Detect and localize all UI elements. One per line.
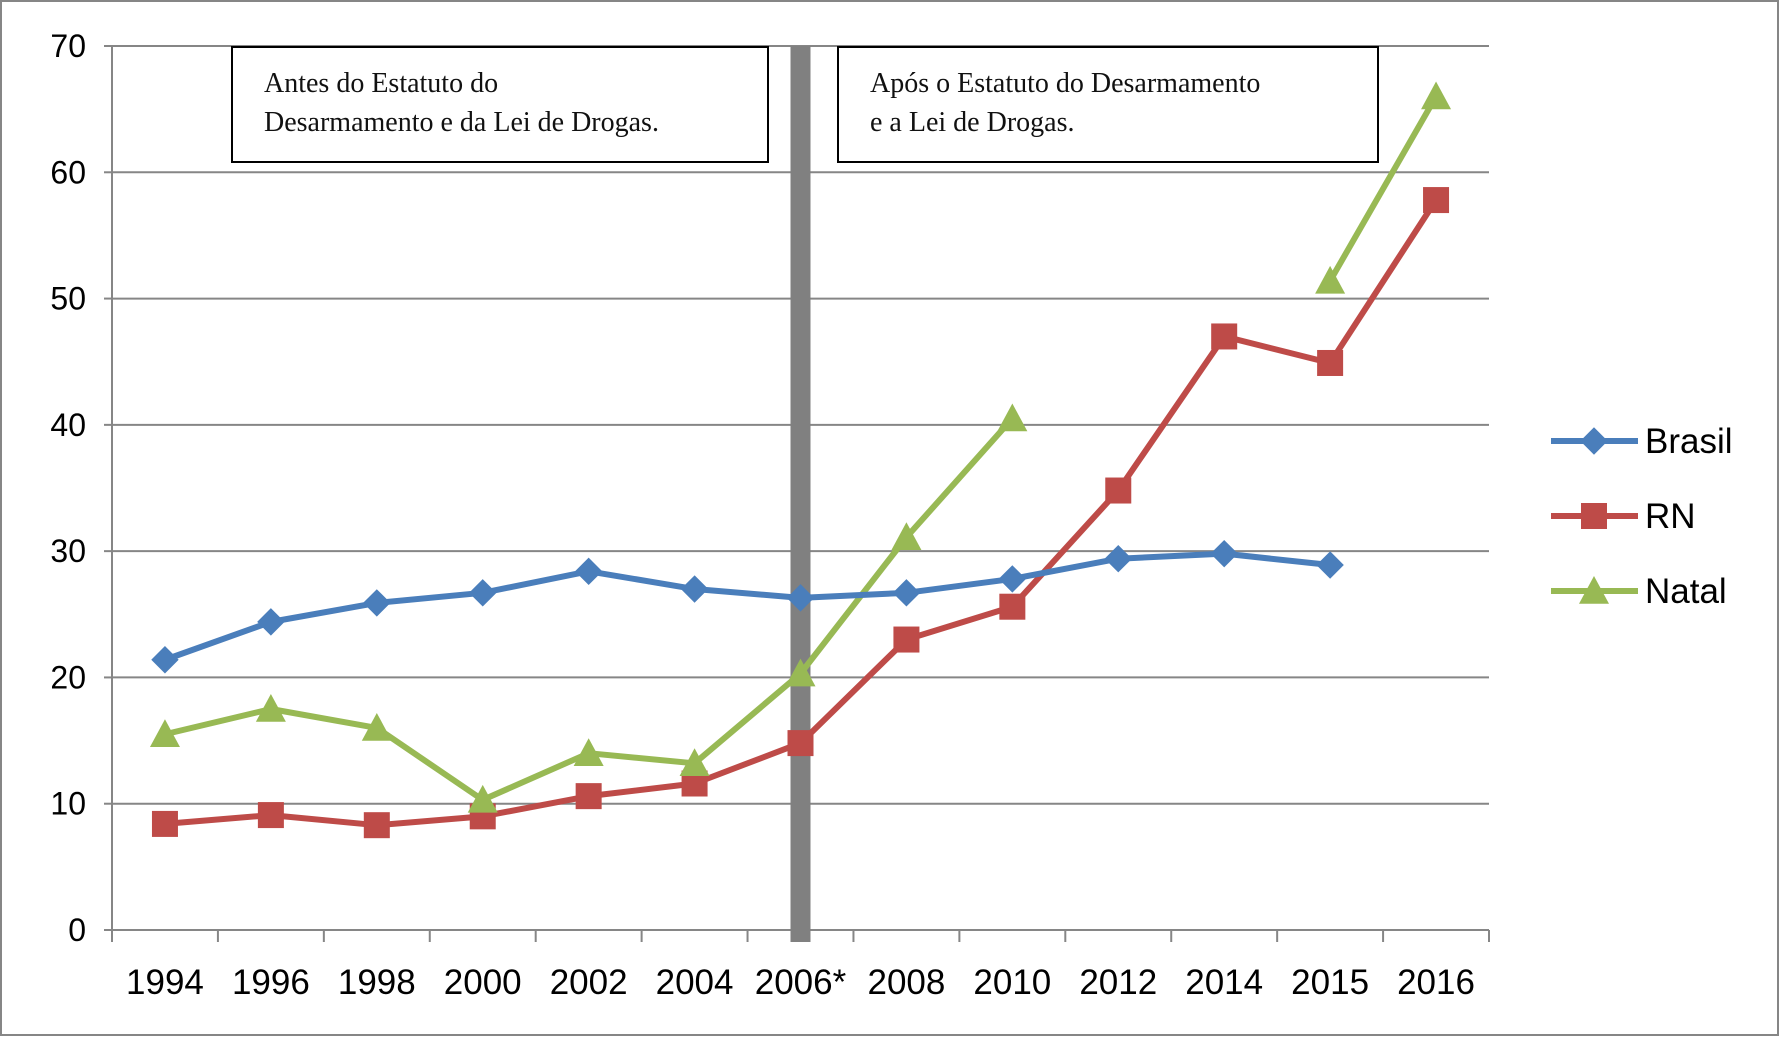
data-point-brasil: [680, 575, 709, 603]
data-point-natal: [255, 694, 286, 722]
data-point-rn: [999, 593, 1026, 620]
x-tick-label: 2002: [550, 963, 628, 1002]
data-point-brasil: [363, 589, 391, 617]
data-point-brasil: [257, 608, 285, 636]
x-tick-label: 1996: [232, 963, 310, 1002]
data-point-rn: [1211, 323, 1238, 350]
x-tick-label: 2010: [973, 963, 1051, 1002]
x-tick-label: 2006*: [755, 963, 847, 1002]
data-point-natal: [1315, 265, 1346, 294]
data-point-brasil: [998, 565, 1027, 593]
data-point-rn: [1423, 187, 1450, 214]
y-tick-label: 30: [50, 533, 86, 569]
legend-label: RN: [1645, 497, 1696, 536]
data-point-brasil: [1316, 551, 1344, 579]
data-point-brasil: [151, 646, 179, 674]
data-point-natal: [1421, 81, 1452, 110]
data-point-rn: [1105, 477, 1132, 504]
x-tick-label: 2016: [1397, 963, 1475, 1002]
data-point-brasil: [1104, 545, 1132, 573]
data-point-natal: [785, 658, 816, 687]
data-point-rn: [1317, 349, 1344, 376]
data-point-natal: [997, 403, 1028, 432]
data-point-rn: [363, 812, 390, 839]
annotation-frame: [231, 46, 769, 163]
data-point-rn: [575, 783, 602, 810]
data-point-natal: [149, 719, 180, 748]
data-point-rn: [787, 730, 814, 757]
legend-label: Brasil: [1645, 422, 1733, 461]
series-rn: [151, 187, 1450, 839]
series-line-natal: [1327, 95, 1439, 283]
y-tick-label: 70: [50, 28, 86, 64]
data-point-natal: [679, 748, 710, 777]
data-point-brasil: [469, 579, 497, 607]
annotation-box-1: Antes do Estatuto do Desarmamento e da Le…: [231, 46, 769, 163]
x-axis-ticks: 1994 1996 1998 2000 2002 2004 2006* 2008 2010 201…: [111, 930, 1490, 1002]
y-tick-label: 50: [50, 281, 86, 317]
legend-marker-natal: [1579, 576, 1609, 604]
y-tick-label: 40: [50, 407, 86, 443]
data-point-brasil: [892, 579, 921, 607]
data-point-natal: [573, 738, 604, 766]
legend-marker-brasil: [1580, 427, 1608, 455]
annotation-box-2: Após o Estatuto do Desarmamento e a Lei d…: [837, 46, 1379, 163]
legend: Brasil RN Natal: [1551, 422, 1733, 611]
x-tick-label: 2014: [1185, 963, 1263, 1002]
x-tick-label: 2004: [656, 963, 734, 1002]
y-tick-label: 60: [50, 154, 86, 190]
legend-label: Natal: [1645, 572, 1727, 611]
annotation-frame: [837, 46, 1379, 163]
data-point-brasil: [574, 557, 603, 586]
series-line-brasil: [163, 550, 1331, 663]
x-tick-label: 2008: [867, 963, 945, 1002]
annotation-text: Após o Estatuto do Desarmamento: [870, 68, 1260, 99]
data-point-natal: [891, 522, 922, 551]
data-point-rn: [893, 626, 920, 653]
series-natal: [149, 81, 1452, 813]
y-tick-label: 10: [50, 786, 86, 822]
data-point-brasil: [1210, 539, 1238, 568]
y-tick-label: 0: [68, 912, 86, 948]
x-tick-label: 2000: [444, 963, 522, 1002]
data-point-rn: [151, 810, 178, 837]
x-tick-label: 1998: [338, 963, 416, 1002]
data-point-natal: [467, 784, 498, 813]
series-brasil: [151, 539, 1344, 674]
legend-marker-rn: [1581, 503, 1607, 529]
data-point-brasil: [786, 584, 815, 612]
annotation-text: Antes do Estatuto do: [264, 68, 498, 99]
data-point-rn: [257, 802, 284, 829]
annotation-text: Desarmamento e da Lei de Drogas.: [264, 107, 659, 138]
data-point-natal: [361, 712, 392, 741]
annotation-text: e a Lei de Drogas.: [870, 107, 1074, 138]
x-tick-label: 2015: [1291, 963, 1369, 1002]
x-tick-label: 2012: [1079, 963, 1157, 1002]
x-tick-label: 1994: [126, 963, 204, 1002]
period-divider: [790, 46, 811, 942]
y-tick-label: 20: [50, 659, 86, 695]
